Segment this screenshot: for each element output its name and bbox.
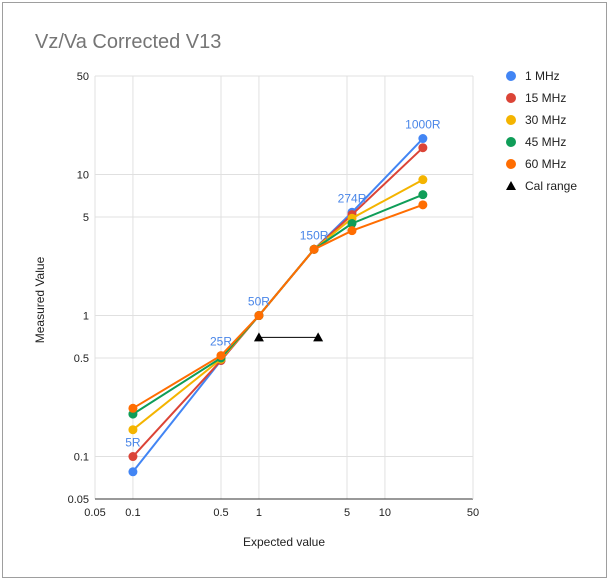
y-tick-label: 0.5 [74,353,89,365]
data-point [347,218,357,228]
legend-marker [506,71,516,81]
data-annotation: 274R [338,191,367,205]
x-axis-label: Expected value [243,535,325,549]
data-point [418,143,428,153]
data-annotation: 5R [125,436,141,450]
data-point [418,190,428,200]
data-annotation: 1000R [405,118,441,132]
data-point [309,244,319,254]
data-point [128,452,138,462]
y-tick-label: 0.1 [74,452,89,464]
x-tick-label: 0.05 [84,507,105,519]
y-tick-label: 10 [77,170,89,182]
legend-label: 60 MHz [525,157,566,171]
legend-marker [506,93,516,103]
legend: 1 MHz 15 MHz 30 MHz 45 MHz 60 MHz Cal range [506,69,577,193]
legend-marker [506,115,516,125]
data-annotation: 50R [248,295,270,309]
x-tick-label: 0.1 [125,507,140,519]
legend-label: Cal range [525,179,577,193]
data-point [418,200,428,210]
x-tick-label: 0.5 [213,507,228,519]
legend-label: 15 MHz [525,91,566,105]
legend-label: 1 MHz [525,69,560,83]
cal-range-layer [253,332,324,342]
data-point [418,175,428,185]
series-30-mhz [128,175,428,435]
legend-label: 45 MHz [525,135,566,149]
data-annotation: 150R [300,228,329,242]
series-layer [128,134,428,477]
legend-marker [506,181,516,190]
data-point [128,425,138,435]
legend-label: 30 MHz [525,113,566,127]
y-tick-label: 1 [83,311,89,323]
x-tick-label: 50 [467,507,479,519]
legend-marker [506,137,516,147]
legend-marker [506,159,516,169]
y-tick-label: 5 [83,212,89,224]
data-point [128,467,138,477]
chart-title: Vz/Va Corrected V13 [35,31,221,53]
data-annotation: 25R [210,335,232,349]
series-60-mhz [128,200,428,413]
cal-range-marker [313,332,324,342]
series-line [132,203,424,410]
data-point [216,351,226,361]
series-15-mhz [128,143,428,462]
x-tick-label: 5 [344,507,350,519]
data-point [128,403,138,413]
y-tick-label: 0.05 [68,494,89,506]
axes: 0.05 0.1 0.5 1 5 10 50 0.05 0.1 0.5 1 5 10 50 [68,71,480,519]
y-tick-label: 50 [77,71,89,83]
data-point [254,311,264,321]
y-axis-label: Measured Value [33,256,47,343]
series-line [132,146,424,458]
data-point [418,134,428,144]
cal-range-marker [253,332,264,342]
x-tick-label: 10 [379,507,391,519]
data-point [347,226,357,236]
annotations-layer: 5R 25R 50R 150R 274R 1000R [125,118,441,450]
x-tick-label: 1 [256,507,262,519]
